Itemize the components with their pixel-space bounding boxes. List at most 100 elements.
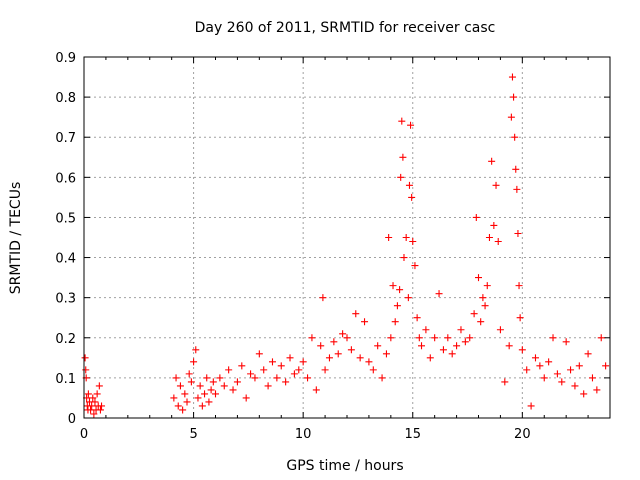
data-point xyxy=(444,334,452,342)
data-point xyxy=(575,362,583,370)
data-point xyxy=(531,354,539,362)
data-point xyxy=(505,342,513,350)
data-point xyxy=(216,374,224,382)
x-tick-label: 10 xyxy=(295,427,312,442)
data-point xyxy=(523,366,531,374)
data-point xyxy=(516,314,524,322)
data-point xyxy=(352,310,360,318)
data-point xyxy=(435,290,443,298)
y-tick-label: 0.2 xyxy=(55,332,76,347)
data-point xyxy=(361,318,369,326)
data-point xyxy=(472,213,480,221)
data-point xyxy=(207,386,215,394)
data-point xyxy=(536,362,544,370)
data-point xyxy=(466,334,474,342)
data-point xyxy=(205,398,213,406)
data-point xyxy=(461,338,469,346)
data-point xyxy=(507,113,515,121)
data-point xyxy=(233,378,241,386)
x-axis-label: GPS time / hours xyxy=(286,458,403,474)
data-point xyxy=(247,370,255,378)
data-point xyxy=(96,406,104,414)
data-point xyxy=(402,234,410,241)
data-point xyxy=(268,358,276,366)
data-point xyxy=(439,346,447,354)
y-tick-label: 0 xyxy=(68,412,76,427)
data-point xyxy=(567,366,575,374)
data-point xyxy=(527,402,535,410)
data-point xyxy=(393,302,401,310)
data-point xyxy=(400,254,408,262)
data-point xyxy=(448,350,456,358)
data-point xyxy=(183,398,191,406)
data-point xyxy=(558,378,566,386)
y-tick-label: 0.8 xyxy=(55,91,76,106)
data-point xyxy=(382,350,390,358)
data-point xyxy=(512,165,520,173)
data-point xyxy=(580,390,588,398)
data-point xyxy=(255,350,263,358)
data-point xyxy=(413,314,421,322)
data-point xyxy=(192,346,200,354)
y-tick-label: 0.4 xyxy=(55,252,76,267)
data-point xyxy=(457,326,465,334)
data-point xyxy=(418,342,426,350)
data-point xyxy=(571,382,579,390)
data-point xyxy=(251,374,259,382)
data-point xyxy=(408,193,416,201)
data-point xyxy=(545,358,553,366)
data-point xyxy=(286,354,294,362)
data-point xyxy=(260,366,268,374)
data-point xyxy=(588,374,596,382)
data-point xyxy=(334,350,342,358)
data-point xyxy=(514,229,522,237)
data-point xyxy=(470,310,478,318)
data-point xyxy=(508,73,516,81)
data-point xyxy=(378,374,386,382)
data-point xyxy=(273,374,281,382)
data-point xyxy=(290,370,298,378)
data-point xyxy=(330,338,338,346)
data-point xyxy=(399,153,407,161)
data-point xyxy=(343,334,351,342)
axis-ticks: 0 0.1 0.2 0.3 0.4 0.5 0.6 0.7 0.8 0.9 0 5 10 15 20 xyxy=(55,51,611,442)
data-point xyxy=(453,342,461,350)
data-point xyxy=(242,394,250,402)
data-point xyxy=(415,334,423,342)
data-point xyxy=(404,294,412,302)
data-point xyxy=(95,382,103,390)
data-point xyxy=(317,342,325,350)
data-point xyxy=(209,378,217,386)
y-tick-label: 0.6 xyxy=(55,171,76,186)
data-point xyxy=(391,318,399,326)
data-point xyxy=(88,402,96,410)
data-point xyxy=(194,394,202,402)
data-point xyxy=(479,294,487,302)
data-point xyxy=(185,370,193,378)
data-point xyxy=(422,326,430,334)
data-point xyxy=(312,386,320,394)
data-point xyxy=(229,386,237,394)
data-point xyxy=(295,366,303,374)
data-point xyxy=(597,334,605,342)
data-point xyxy=(98,402,106,410)
y-tick-label: 0.1 xyxy=(55,372,76,387)
x-tick-label: 0 xyxy=(80,427,88,442)
data-point xyxy=(409,238,417,246)
y-tick-label: 0.7 xyxy=(55,131,76,146)
data-point xyxy=(411,262,419,270)
data-point xyxy=(481,302,489,310)
data-point xyxy=(518,346,526,354)
data-point xyxy=(477,318,485,326)
data-point xyxy=(374,342,382,350)
data-point xyxy=(513,185,521,193)
y-tick-label: 0.5 xyxy=(55,211,76,226)
data-point xyxy=(396,286,404,294)
data-point xyxy=(238,362,246,370)
data-point xyxy=(369,366,377,374)
data-point xyxy=(475,274,482,282)
data-point xyxy=(84,390,92,398)
data-point xyxy=(187,378,195,386)
